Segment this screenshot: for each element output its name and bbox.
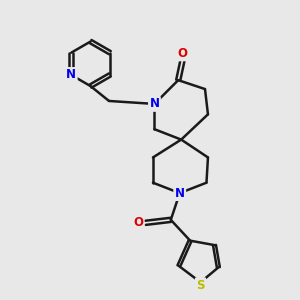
Text: N: N bbox=[66, 68, 76, 82]
Text: O: O bbox=[133, 216, 143, 229]
Text: N: N bbox=[149, 98, 160, 110]
Text: S: S bbox=[196, 279, 205, 292]
Text: O: O bbox=[178, 47, 188, 60]
Text: N: N bbox=[175, 187, 185, 200]
